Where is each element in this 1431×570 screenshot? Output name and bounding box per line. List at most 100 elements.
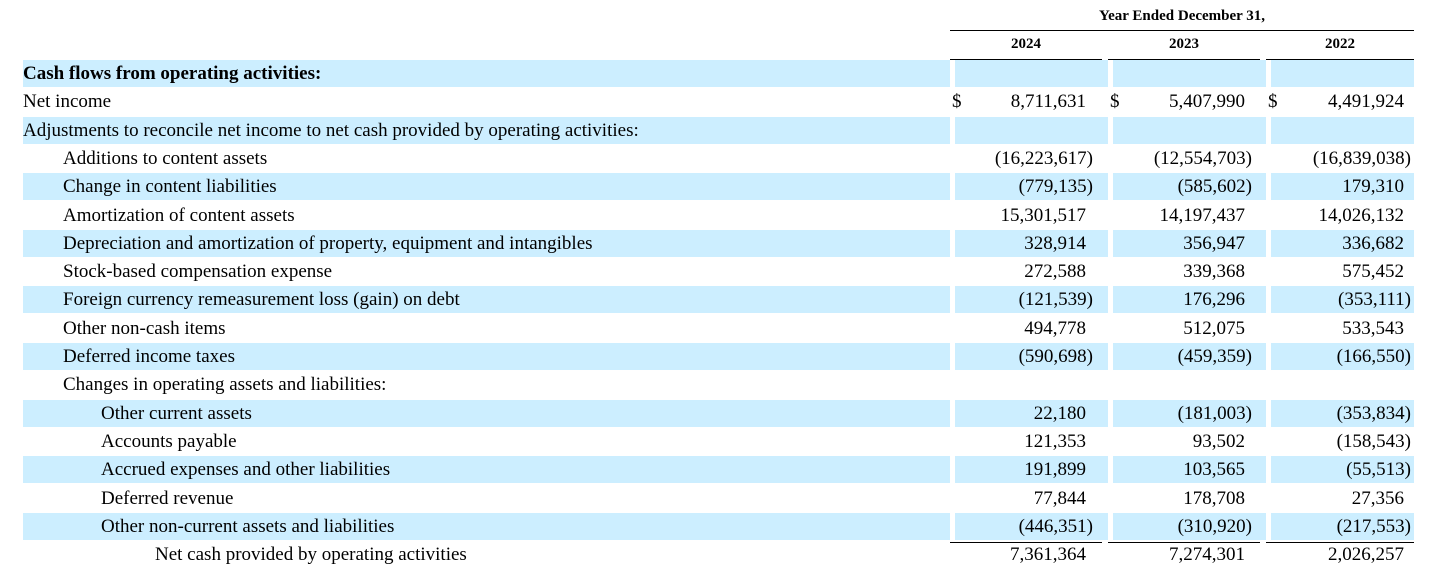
column-gap — [950, 116, 955, 144]
column-gap — [1266, 229, 1271, 257]
year-header-2023: 2023 — [1169, 36, 1199, 52]
cell-value-2023: (181,003) — [1177, 402, 1252, 424]
column-gap — [950, 229, 955, 257]
cell-value-2022 — [1204, 371, 1404, 398]
cell-value-2024: (446,351) — [1018, 515, 1093, 537]
column-gap — [1266, 512, 1271, 540]
column-gap — [1108, 173, 1113, 201]
cell-value-2022: (166,550) — [1336, 346, 1411, 367]
row-label: Other non-cash items — [63, 317, 226, 339]
cell-value-2024: 191,899 — [1024, 459, 1086, 481]
cell-value-2023: (12,554,703) — [1153, 147, 1252, 169]
year-header-2024: 2024 — [1011, 36, 1041, 52]
cell-value-2022: 2,026,257 — [1328, 544, 1404, 566]
cell-value-2024: (590,698) — [1018, 346, 1093, 367]
total-rule-2023 — [1108, 542, 1260, 543]
cell-value-2023: (585,602) — [1177, 176, 1252, 198]
table-row: Accounts payable 121,353 93,502 (158,543) — [23, 428, 1414, 455]
table-row: Other non-cash items 494,778 512,075 533,54… — [23, 315, 1414, 342]
row-label: Foreign currency remeasurement loss (gai… — [63, 289, 460, 311]
table-row: Accrued expenses and other liabilities 19… — [23, 456, 1414, 484]
row-label: Deferred income taxes — [63, 346, 235, 367]
cell-value-2023: 5,407,990 — [1169, 91, 1245, 113]
cell-value-2022 — [1204, 117, 1404, 144]
year-header-2022: 2022 — [1325, 36, 1355, 52]
row-label: Accounts payable — [101, 430, 237, 452]
column-gap — [1108, 512, 1113, 540]
table-row: Amortization of content assets 15,301,517… — [23, 202, 1414, 229]
cell-value-2023: 356,947 — [1183, 232, 1245, 254]
cell-value-2023: 512,075 — [1183, 317, 1245, 339]
column-gap — [1266, 60, 1271, 87]
cell-value-2024: 121,353 — [1024, 430, 1086, 452]
period-header: Year Ended December 31, — [1098, 8, 1266, 24]
cell-value-2024: 494,778 — [1024, 317, 1086, 339]
cell-value-2024: (121,539) — [1018, 289, 1093, 311]
cell-value-2022: 4,491,924 — [1328, 91, 1404, 113]
column-gap — [950, 512, 955, 540]
cell-value-2022: 575,452 — [1342, 261, 1404, 283]
column-gap — [1108, 399, 1113, 427]
column-gap — [1108, 60, 1113, 87]
cell-value-2024: (16,223,617) — [994, 147, 1093, 169]
table-row: Changes in operating assets and liabilit… — [23, 371, 1414, 398]
column-gap — [950, 173, 955, 201]
column-gap — [1266, 456, 1271, 484]
cell-value-2022: 27,356 — [1351, 487, 1404, 509]
cell-value-2023: 178,708 — [1183, 487, 1245, 509]
table-row: Depreciation and amortization of propert… — [23, 229, 1414, 257]
cell-value-2023: 339,368 — [1183, 261, 1245, 283]
column-gap — [1266, 173, 1271, 201]
column-gap — [1108, 456, 1113, 484]
table-row: Deferred income taxes (590,698) (459,359) (… — [23, 343, 1414, 370]
cell-value-2023: 14,197,437 — [1159, 204, 1246, 226]
column-gap — [950, 456, 955, 484]
total-rule-2024 — [950, 542, 1102, 543]
table-row: Change in content liabilities (779,135) (5… — [23, 173, 1414, 201]
cell-value-2022: (353,111) — [1338, 289, 1411, 311]
total-rule-2022 — [1266, 542, 1414, 543]
column-gap — [950, 343, 955, 370]
cell-value-2023: 176,296 — [1183, 289, 1245, 311]
row-label: Accrued expenses and other liabilities — [101, 459, 391, 481]
column-gap — [1266, 286, 1271, 314]
table-row: Other non-current assets and liabilities… — [23, 512, 1414, 540]
cell-value-2022: (16,839,038) — [1312, 147, 1411, 169]
column-gap — [1266, 116, 1271, 144]
row-label: Cash flows from operating activities: — [23, 63, 322, 84]
row-label: Other non-current assets and liabilities — [101, 515, 395, 537]
cell-value-2023: 93,502 — [1192, 430, 1245, 452]
cell-value-2023: (310,920) — [1177, 515, 1252, 537]
cell-value-2024: 328,914 — [1024, 232, 1086, 254]
row-label: Net income — [23, 91, 112, 113]
cell-value-2022: 336,682 — [1342, 232, 1404, 254]
cell-value-2022: (158,543) — [1336, 430, 1411, 452]
cell-value-2022: 179,310 — [1342, 176, 1404, 198]
column-gap — [1266, 343, 1271, 370]
column-gap — [1108, 229, 1113, 257]
cell-value-2022: (217,553) — [1336, 515, 1411, 537]
cell-value-2024: 22,180 — [1033, 402, 1086, 424]
cell-value-2024: 7,361,364 — [1010, 544, 1086, 566]
cell-value-2022: 533,543 — [1342, 317, 1404, 339]
column-gap — [1108, 343, 1113, 370]
currency-symbol: $ — [1110, 91, 1120, 113]
column-gap — [1108, 116, 1113, 144]
cell-value-2022: (353,834) — [1336, 402, 1411, 424]
table-row: Cash flows from operating activities: — [23, 60, 1414, 87]
table-row: Other current assets 22,180 (181,003) (353,… — [23, 399, 1414, 427]
table-row: Deferred revenue 77,844 178,708 27,356 — [23, 485, 1414, 512]
cell-value-2023: 7,274,301 — [1169, 544, 1245, 566]
currency-symbol: $ — [952, 91, 962, 113]
cell-value-2023: (459,359) — [1177, 346, 1252, 367]
row-label: Net cash provided by operating activitie… — [155, 544, 467, 566]
row-label: Amortization of content assets — [63, 204, 295, 226]
table-row: Net cash provided by operating activitie… — [23, 541, 1414, 568]
row-label: Change in content liabilities — [63, 176, 277, 198]
column-gap — [950, 60, 955, 87]
column-gap — [1266, 399, 1271, 427]
table-row: Net income $ $ $8,711,631 5,407,990 4,491,924 — [23, 88, 1414, 115]
cell-value-2023: 103,565 — [1183, 459, 1245, 481]
period-header-rule — [950, 30, 1414, 31]
